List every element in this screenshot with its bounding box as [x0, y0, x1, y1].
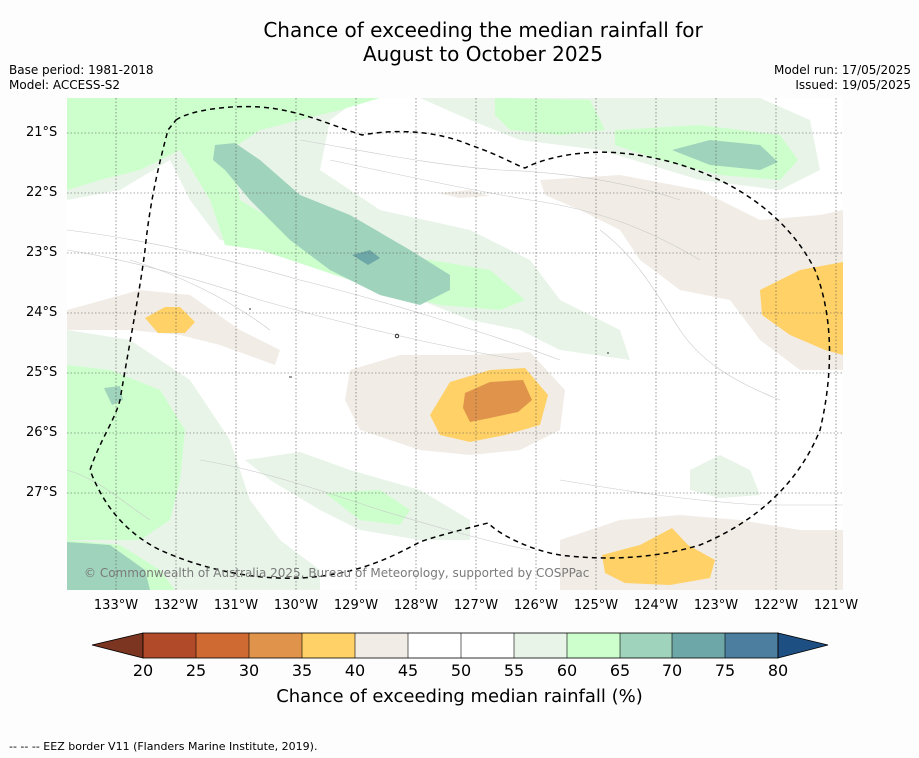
- colorbar-arrow-high: [777, 632, 829, 659]
- colorbar-tick: 25: [185, 661, 207, 680]
- colorbar-swatch: [408, 633, 461, 658]
- colorbar-swatch: [355, 633, 408, 658]
- colorbar-tick: 60: [556, 661, 578, 680]
- map-title: Chance of exceeding the median rainfall …: [0, 18, 919, 66]
- lon-label: 133°W: [93, 598, 139, 613]
- region-70-75: [352, 250, 380, 265]
- colorbar-swatch: [620, 633, 672, 658]
- lat-label: 22°S: [26, 185, 58, 200]
- lat-label: 21°S: [26, 125, 58, 140]
- colorbar: [91, 632, 829, 659]
- eez-legend-footer: -- -- -- EEZ border V11 (Flanders Marine…: [9, 740, 318, 753]
- lon-label: 132°W: [153, 598, 199, 613]
- colorbar-tick: 75: [714, 661, 736, 680]
- lon-label: 129°W: [333, 598, 379, 613]
- lon-label: 127°W: [453, 598, 499, 613]
- region-35-40-east: [760, 262, 843, 355]
- region-65-70-northeast: [672, 140, 778, 170]
- lon-label: 124°W: [633, 598, 679, 613]
- colorbar-tick: 70: [661, 661, 683, 680]
- lon-gridlines: [115, 98, 837, 590]
- colorbar-swatch: [514, 633, 567, 658]
- lat-label: 25°S: [26, 365, 58, 380]
- lon-label: 125°W: [573, 598, 619, 613]
- colorbar-tick: 45: [397, 661, 419, 680]
- colorbar-swatch: [249, 633, 302, 658]
- title-line-1: Chance of exceeding the median rainfall …: [263, 18, 703, 42]
- colorbar-arrow-low: [91, 632, 144, 659]
- region-40-45-small: [438, 190, 490, 198]
- region-35-40-south: [602, 528, 715, 585]
- island-markers: [249, 308, 609, 378]
- colorbar-dividers: [195, 633, 726, 658]
- region-60-65-west: [67, 365, 185, 540]
- colorbar-tick: 55: [503, 661, 525, 680]
- lat-label: 26°S: [26, 425, 58, 440]
- region-55-60-east: [690, 455, 760, 498]
- lon-label: 121°W: [813, 598, 859, 613]
- region-40-45-east: [540, 175, 843, 370]
- colorbar-swatch: [672, 633, 725, 658]
- colorbar-swatch: [302, 633, 355, 658]
- lat-label: 27°S: [26, 485, 58, 500]
- colorbar-tick: 80: [767, 661, 789, 680]
- colorbar-swatch: [567, 633, 620, 658]
- colorbar-title: Chance of exceeding median rainfall (%): [276, 686, 643, 707]
- model-name: Model: ACCESS-S2: [9, 78, 121, 92]
- lon-label: 122°W: [753, 598, 799, 613]
- copyright-notice: © Commonwealth of Australia 2025, Bureau…: [84, 566, 590, 580]
- issued-date: Issued: 19/05/2025: [795, 78, 911, 92]
- meta-right: Model run: 17/05/2025 Issued: 19/05/2025: [774, 63, 911, 93]
- colorbar-tick: 65: [609, 661, 631, 680]
- colorbar-swatch: [461, 633, 514, 658]
- region-65-70-west: [104, 386, 123, 405]
- lon-label: 131°W: [213, 598, 259, 613]
- colorbar-tick: 20: [132, 661, 154, 680]
- colorbar-tick: 50: [450, 661, 472, 680]
- colorbar-swatch: [725, 633, 778, 658]
- region-35-40-west: [145, 307, 195, 333]
- colorbar-outline: [142, 632, 779, 659]
- eez-border: [89, 105, 831, 579]
- model-run: Model run: 17/05/2025: [773, 63, 911, 77]
- colorbar-tick: 40: [344, 661, 366, 680]
- lon-label: 128°W: [393, 598, 439, 613]
- lon-label: 130°W: [273, 598, 319, 613]
- region-60-65-north: [67, 98, 525, 310]
- region-60-65-north-small: [495, 98, 605, 135]
- lat-label: 23°S: [26, 245, 58, 260]
- region-65-70-north: [213, 143, 450, 305]
- region-65-70-southwest: [67, 542, 150, 590]
- title-line-2: August to October 2025: [362, 42, 604, 66]
- base-period: Base period: 1981-2018: [9, 63, 154, 77]
- lon-label: 126°W: [513, 598, 559, 613]
- meta-left: Base period: 1981-2018 Model: ACCESS-S2: [9, 63, 154, 93]
- region-30-35-center: [463, 380, 532, 422]
- colorbar-swatch: [143, 633, 196, 658]
- colorbar-swatch: [196, 633, 249, 658]
- lon-label: 123°W: [693, 598, 739, 613]
- colorbar-tick: 30: [238, 661, 260, 680]
- lat-label: 24°S: [26, 305, 58, 320]
- colorbar-tick: 35: [291, 661, 313, 680]
